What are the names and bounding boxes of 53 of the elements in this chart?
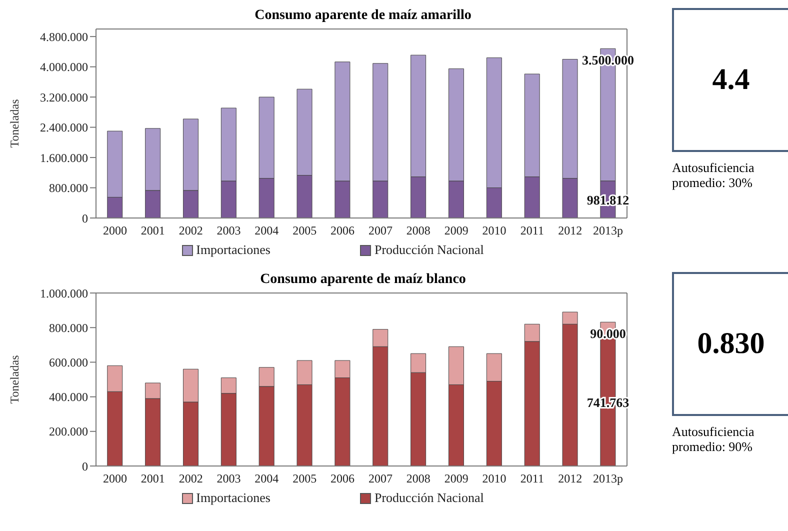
x-tick-label: 2011 — [520, 472, 544, 486]
y-tick-label: 2.400.000 — [40, 120, 88, 135]
x-tick-label: 2001 — [140, 472, 165, 486]
x-tick-label: 2005 — [292, 224, 317, 238]
legend-label: Producción Nacional — [373, 242, 484, 258]
x-tick-label: 2009 — [444, 472, 468, 486]
text: Autosuficiencia promedio: 30% — [672, 160, 756, 190]
y-tick-label: 0 — [82, 459, 88, 474]
y-axis-title: Toneladas — [7, 354, 22, 404]
y-tick-label: 1.600.000 — [40, 150, 88, 165]
legend-label: Producción Nacional — [373, 490, 484, 506]
text: 0.830 — [672, 272, 788, 416]
y-axis-title: Toneladas — [7, 98, 22, 148]
chart-title: Consumo aparente de maíz amarillo — [254, 8, 472, 24]
y-tick-label: 3.200.000 — [40, 90, 88, 104]
x-tick-label: 2008 — [406, 224, 430, 238]
x-tick-label: 2002 — [178, 472, 203, 486]
x-tick-label: 2001 — [140, 224, 165, 238]
x-tick-label: 2013p — [593, 472, 624, 486]
x-tick-label: 2000 — [102, 472, 127, 486]
x-tick-label: 2010 — [482, 472, 506, 486]
x-tick-label: 2006 — [330, 472, 355, 486]
x-tick-label: 2010 — [482, 224, 506, 238]
x-tick-label: 2007 — [368, 472, 392, 486]
y-tick-label: 0 — [82, 211, 88, 226]
x-tick-label: 2000 — [102, 224, 127, 238]
x-tick-label: 2013p — [593, 224, 624, 238]
x-tick-label: 2002 — [178, 224, 203, 238]
x-tick-label: 2003 — [216, 224, 241, 238]
x-tick-label: 2011 — [520, 224, 544, 238]
y-tick-label: 400.000 — [49, 390, 88, 404]
x-tick-label: 2009 — [444, 224, 468, 238]
legend-label: Importaciones — [195, 242, 270, 258]
legend-label: Importaciones — [195, 490, 270, 506]
y-tick-label: 800.000 — [49, 320, 88, 335]
x-tick-label: 2012 — [558, 472, 582, 486]
x-tick-label: 2004 — [254, 472, 279, 486]
x-tick-label: 2006 — [330, 224, 355, 238]
y-tick-label: 800.000 — [49, 181, 88, 196]
text: Autosuficiencia promedio: 90% — [672, 424, 756, 454]
x-tick-label: 2008 — [406, 472, 430, 486]
y-tick-label: 200.000 — [49, 424, 88, 439]
y-tick-label: 1.000.000 — [40, 286, 88, 300]
y-tick-label: 600.000 — [49, 355, 88, 370]
y-tick-label: 4.000.000 — [40, 60, 88, 74]
x-tick-label: 2003 — [216, 472, 241, 486]
chart-title: Consumo aparente de maíz blanco — [259, 272, 467, 288]
x-tick-label: 2004 — [254, 224, 279, 238]
y-tick-label: 4.800.000 — [40, 30, 88, 44]
x-tick-label: 2012 — [558, 224, 582, 238]
text: 4.4 — [672, 8, 788, 152]
x-tick-label: 2005 — [292, 472, 317, 486]
x-tick-label: 2007 — [368, 224, 392, 238]
